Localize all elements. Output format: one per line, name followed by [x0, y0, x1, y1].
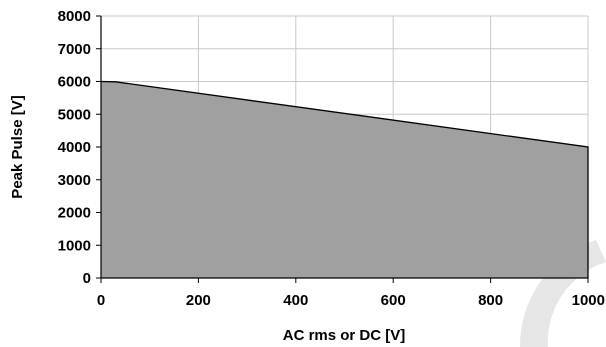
x-tick-label-800: 800: [478, 292, 503, 309]
y-tick-label-7000: 7000: [58, 41, 91, 58]
y-tick-label-4000: 4000: [58, 139, 91, 156]
y-axis-title: Peak Pulse [V]: [9, 95, 26, 198]
y-tick-label-3000: 3000: [58, 172, 91, 189]
y-tick-label-1000: 1000: [58, 237, 91, 254]
axes-layer: [96, 15, 589, 283]
plot-area: [96, 15, 589, 283]
y-tick-label-0: 0: [83, 270, 91, 287]
y-tick-label-2000: 2000: [58, 205, 91, 222]
x-tick-label-200: 200: [186, 292, 211, 309]
x-tick-label-400: 400: [283, 292, 308, 309]
y-tick-label-5000: 5000: [58, 106, 91, 123]
x-tick-label-600: 600: [381, 292, 406, 309]
area-fill-series-0: [101, 81, 588, 278]
x-tick-label-1000: 1000: [572, 292, 605, 309]
y-tick-label-6000: 6000: [58, 74, 91, 91]
x-tick-labels: 0 200 400 600 800 1000: [97, 292, 605, 309]
y-tick-labels: 0 1000 2000 3000 4000 5000 6000 7000 8000: [58, 8, 91, 287]
area-line-series-0: [100, 80, 589, 278]
x-axis-title: AC rms or DC [V]: [283, 327, 406, 344]
y-tick-label-8000: 8000: [58, 8, 91, 25]
area-layer: [100, 80, 589, 278]
x-tick-label-0: 0: [97, 292, 105, 309]
